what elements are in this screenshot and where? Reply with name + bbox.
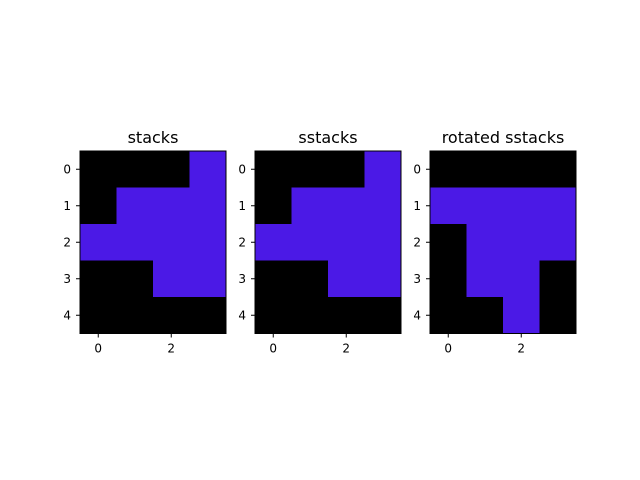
heatmap-cell (153, 260, 190, 298)
heatmap-cell (364, 260, 402, 298)
heatmap-cell (364, 297, 402, 334)
heatmap-panel-0: stacks 0 1 2 3 4 0 2 (63, 128, 227, 356)
y-tick-label: 3 (238, 272, 246, 286)
heatmap-cell (430, 260, 467, 298)
heatmap-cell (116, 224, 154, 261)
y-tick-label: 3 (413, 272, 421, 286)
panel-title: rotated sstacks (442, 128, 565, 147)
heatmap-cell (255, 187, 292, 225)
heatmap-cell (539, 224, 577, 261)
heatmap-cell (328, 187, 365, 225)
heatmap-cell (116, 260, 154, 298)
heatmap-cell (189, 260, 227, 298)
heatmap-cell (430, 151, 467, 188)
heatmap-cell (364, 187, 402, 225)
heatmap-cell (291, 260, 329, 298)
heatmap-cell (328, 151, 365, 188)
heatmap-cell (539, 187, 577, 225)
heatmap-cell (291, 297, 329, 334)
heatmap-cell (430, 187, 467, 225)
heatmap-cell (189, 224, 227, 261)
heatmap-cell (291, 151, 329, 188)
panel-title: stacks (128, 128, 179, 147)
heatmap-cell (189, 187, 227, 225)
heatmap-cell (328, 260, 365, 298)
y-tick-label: 2 (238, 235, 246, 249)
heatmap-cell (255, 224, 292, 261)
panel-title: sstacks (298, 128, 357, 147)
heatmap-cell (539, 151, 577, 188)
heatmap-cell (503, 187, 540, 225)
heatmap-cell (466, 187, 504, 225)
y-tick-label: 1 (238, 199, 246, 213)
x-tick-label: 0 (444, 342, 452, 356)
heatmap-cell (430, 224, 467, 261)
heatmap-cell (116, 187, 154, 225)
heatmap-cell (466, 297, 504, 334)
y-tick-label: 4 (238, 308, 246, 322)
heatmap-cell (255, 260, 292, 298)
heatmap-cell (364, 224, 402, 261)
heatmap-cell (189, 297, 227, 334)
heatmap-cell (80, 297, 117, 334)
heatmap-cell (430, 297, 467, 334)
y-tick-label: 0 (238, 162, 246, 176)
heatmap-cell (153, 151, 190, 188)
y-tick-label: 2 (63, 235, 71, 249)
heatmap-cell (255, 151, 292, 188)
y-tick-label: 3 (63, 272, 71, 286)
heatmap-panel-2: rotated sstacks 0 1 2 3 4 0 2 (413, 128, 577, 356)
heatmap-cell (466, 151, 504, 188)
heatmap-cell (80, 151, 117, 188)
heatmap-cell (291, 224, 329, 261)
heatmap-cell (466, 224, 504, 261)
y-tick-label: 4 (413, 308, 421, 322)
heatmap-cell (503, 260, 540, 298)
y-tick-label: 0 (413, 162, 421, 176)
heatmap-cell (539, 260, 577, 298)
y-tick-label: 2 (413, 235, 421, 249)
y-tick-label: 1 (63, 199, 71, 213)
x-tick-label: 0 (269, 342, 277, 356)
y-tick-label: 1 (413, 199, 421, 213)
heatmap-panel-1: sstacks 0 1 2 3 4 0 2 (238, 128, 402, 356)
heatmap-cell (153, 224, 190, 261)
y-tick-label: 0 (63, 162, 71, 176)
heatmap-cell (116, 151, 154, 188)
heatmap-cell (291, 187, 329, 225)
heatmap-cell (539, 297, 577, 334)
heatmap-cell (328, 224, 365, 261)
heatmap-cell (466, 260, 504, 298)
heatmap-cell (189, 151, 227, 188)
heatmap-cell (503, 151, 540, 188)
x-tick-label: 2 (167, 342, 175, 356)
heatmap-cell (80, 260, 117, 298)
x-tick-label: 0 (94, 342, 102, 356)
heatmap-cell (80, 224, 117, 261)
heatmap-cell (255, 297, 292, 334)
x-tick-label: 2 (517, 342, 525, 356)
heatmap-cell (503, 297, 540, 334)
heatmap-cell (116, 297, 154, 334)
x-tick-label: 2 (342, 342, 350, 356)
heatmap-cell (364, 151, 402, 188)
heatmap-cell (153, 187, 190, 225)
heatmap-cell (503, 224, 540, 261)
heatmap-cell (328, 297, 365, 334)
heatmap-cell (80, 187, 117, 225)
y-tick-label: 4 (63, 308, 71, 322)
heatmap-cell (153, 297, 190, 334)
